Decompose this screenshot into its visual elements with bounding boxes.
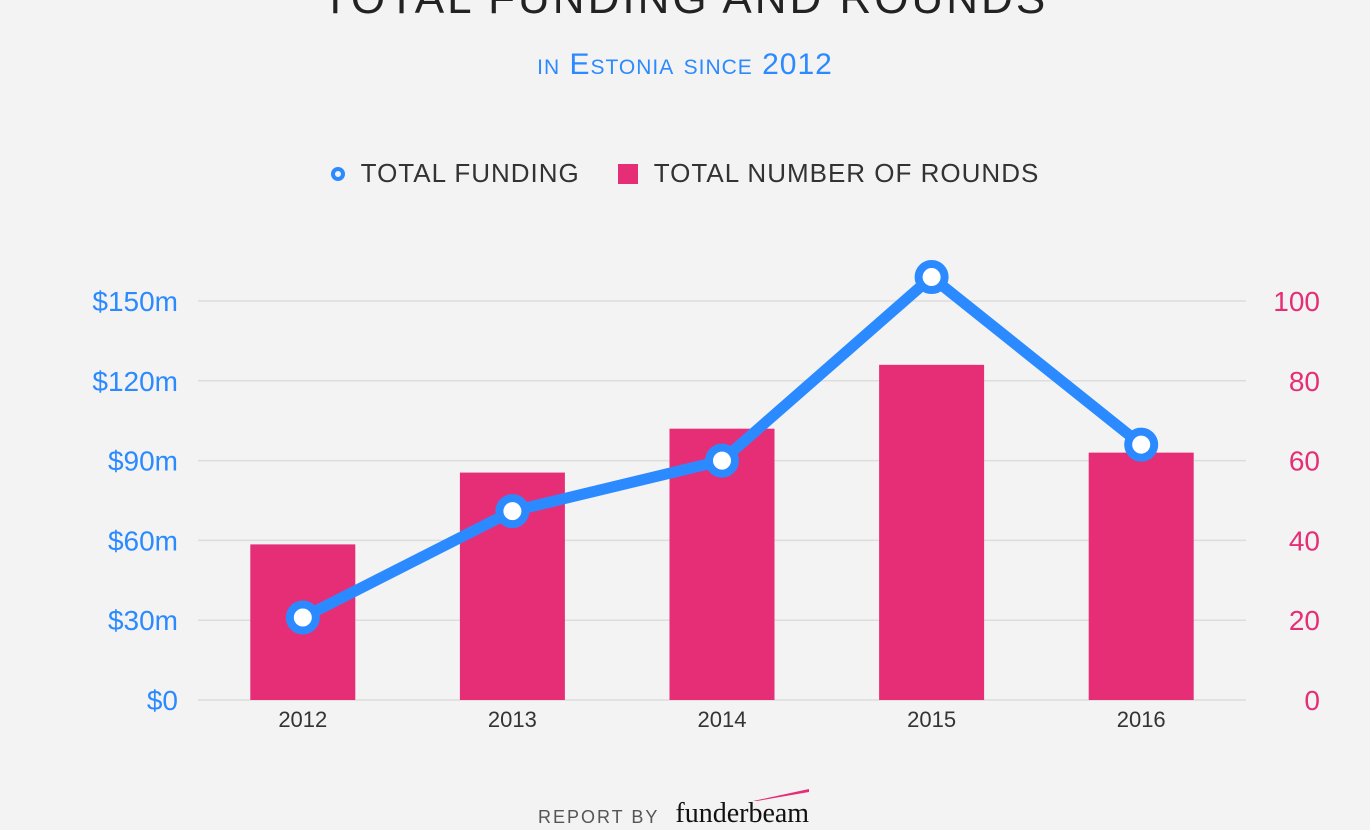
legend-label-rounds: TOTAL NUMBER OF ROUNDS — [653, 158, 1040, 188]
legend-marker-circle-icon — [330, 166, 345, 181]
legend: TOTAL FUNDING TOTAL NUMBER OF ROUNDS — [0, 158, 1370, 189]
y-right-tick-label: 80 — [1289, 366, 1320, 397]
funding-point — [1124, 427, 1159, 462]
chart-subtitle: in Estonia since 2012 — [537, 48, 833, 81]
y-left-tick-label: $30m — [108, 605, 178, 636]
y-right-tick-label: 40 — [1289, 525, 1320, 556]
y-right-tick-label: 0 — [1304, 685, 1320, 716]
rounds-bar — [1088, 452, 1194, 700]
brand-logo: funderbeam — [675, 789, 810, 830]
x-tick-label: 2015 — [907, 707, 956, 732]
x-tick-label: 2013 — [488, 707, 537, 732]
y-right-tick-label: 20 — [1289, 605, 1320, 636]
y-right-tick-label: 100 — [1273, 286, 1320, 317]
y-left-tick-label: $120m — [92, 366, 178, 397]
y-left-tick-label: $90m — [108, 446, 178, 477]
x-tick-label: 2014 — [698, 707, 747, 732]
brand-mark-icon — [753, 789, 810, 801]
y-left-tick-label: $0 — [147, 685, 178, 716]
legend-label-funding: TOTAL FUNDING — [360, 158, 580, 188]
y-left-tick-label: $150m — [92, 286, 178, 317]
funding-point — [495, 494, 530, 529]
funding-point — [705, 443, 739, 478]
y-left-tick-label: $60m — [108, 525, 178, 556]
funding-point — [914, 260, 949, 295]
brand-name: funderbeam — [675, 798, 810, 829]
legend-marker-square-icon — [617, 163, 638, 184]
report-by-label: REPORT BY — [538, 807, 660, 827]
y-right-tick-label: 60 — [1289, 446, 1320, 477]
funding-point — [285, 600, 320, 635]
chart-title: TOTAL FUNDING AND ROUNDS — [0, 0, 1370, 24]
x-tick-label: 2012 — [278, 707, 327, 732]
x-tick-label: 2016 — [1117, 707, 1166, 732]
legend-item-rounds: TOTAL NUMBER OF ROUNDS — [617, 158, 1040, 189]
rounds-bar — [879, 364, 985, 700]
footer: REPORT BY funderbeam — [538, 789, 810, 830]
legend-item-funding: TOTAL FUNDING — [330, 158, 580, 189]
